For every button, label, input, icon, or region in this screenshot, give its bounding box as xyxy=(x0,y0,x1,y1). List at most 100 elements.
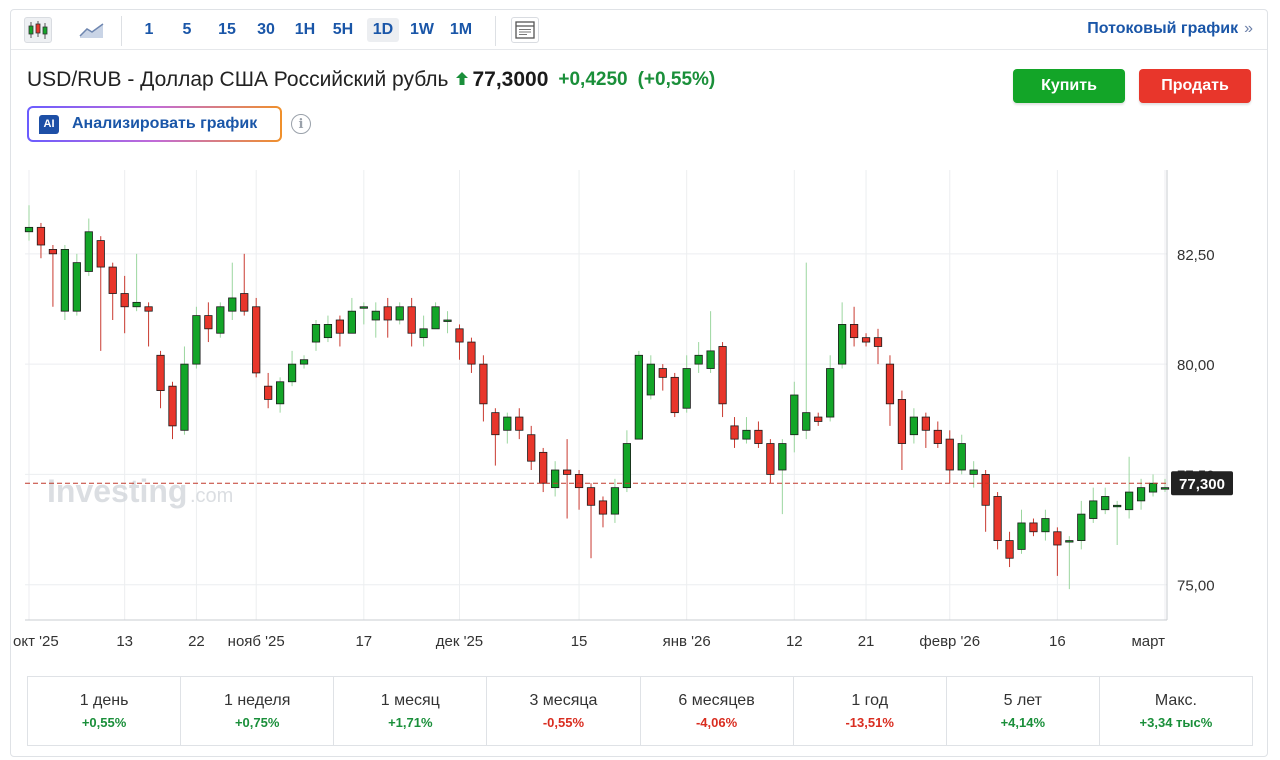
candle-body[interactable] xyxy=(120,293,129,308)
timeframe-1m[interactable]: 1M xyxy=(449,21,473,38)
candle-body[interactable] xyxy=(96,240,105,268)
performance-cell[interactable]: 3 месяца -0,55% xyxy=(487,677,641,745)
candle-body[interactable] xyxy=(682,368,691,409)
candle-body[interactable] xyxy=(718,346,727,405)
candle-body[interactable] xyxy=(264,385,273,400)
candle-body[interactable] xyxy=(586,487,596,506)
candle-body[interactable] xyxy=(969,469,978,475)
candle-body[interactable] xyxy=(634,354,643,440)
candle-body[interactable] xyxy=(527,434,536,462)
timeframe-30[interactable]: 30 xyxy=(257,21,275,38)
sell-button[interactable]: Продать xyxy=(1139,69,1251,103)
timeframe-1h[interactable]: 1H xyxy=(294,21,316,38)
candle-body[interactable] xyxy=(1113,504,1122,508)
candle-body[interactable] xyxy=(981,474,990,506)
candle-body[interactable] xyxy=(323,324,333,339)
candle-body[interactable] xyxy=(228,297,237,312)
candle-body[interactable] xyxy=(562,469,572,475)
timeframe-15[interactable]: 15 xyxy=(218,21,236,38)
candle-body[interactable] xyxy=(515,416,524,431)
candle-body[interactable] xyxy=(419,328,428,339)
candle-body[interactable] xyxy=(371,310,380,321)
candle-body[interactable] xyxy=(706,350,715,369)
candle-body[interactable] xyxy=(443,319,452,322)
candle-body[interactable] xyxy=(1041,518,1050,533)
candle-body[interactable] xyxy=(347,310,356,334)
candle-body[interactable] xyxy=(754,429,763,444)
candle-body[interactable] xyxy=(1125,491,1134,511)
candle-body[interactable] xyxy=(897,399,907,444)
candle-body[interactable] xyxy=(24,226,34,233)
layout-icon[interactable] xyxy=(511,17,539,43)
candle-body[interactable] xyxy=(216,306,225,334)
candle-body[interactable] xyxy=(108,266,117,294)
performance-cell[interactable]: 5 лет +4,14% xyxy=(947,677,1100,745)
candle-body[interactable] xyxy=(790,394,799,436)
candle-body[interactable] xyxy=(933,429,942,444)
candle-body[interactable] xyxy=(431,306,440,330)
candle-body[interactable] xyxy=(598,500,608,515)
price-chart[interactable]: Investing.com82,5080,0077,5075,0077,300о… xyxy=(11,160,1267,660)
candle-body[interactable] xyxy=(156,354,165,391)
performance-cell[interactable]: 1 день +0,55% xyxy=(28,677,182,745)
buy-button[interactable]: Купить xyxy=(1013,69,1125,103)
candle-body[interactable] xyxy=(849,324,859,339)
timeframe-1d[interactable]: 1D xyxy=(367,18,399,42)
candle-body[interactable] xyxy=(276,381,285,405)
candle-body[interactable] xyxy=(287,363,297,383)
candle-body[interactable] xyxy=(359,306,368,309)
candle-body[interactable] xyxy=(311,324,321,343)
candle-body[interactable] xyxy=(778,443,787,471)
candle-body[interactable] xyxy=(72,262,81,312)
area-chart-icon[interactable] xyxy=(78,17,106,43)
candle-body[interactable] xyxy=(814,416,823,422)
candle-body[interactable] xyxy=(610,487,620,515)
candle-body[interactable] xyxy=(144,306,153,312)
candle-body[interactable] xyxy=(1017,522,1026,550)
performance-cell[interactable]: 1 неделя +0,75% xyxy=(181,677,335,745)
candle-body[interactable] xyxy=(60,249,69,312)
candle-body[interactable] xyxy=(730,425,739,440)
analyze-chart-button[interactable]: AI Анализировать график xyxy=(27,106,282,142)
candle-body[interactable] xyxy=(204,315,213,330)
candle-body[interactable] xyxy=(921,416,930,431)
candle-body[interactable] xyxy=(909,416,918,436)
candle-body[interactable] xyxy=(192,315,201,365)
candle-body[interactable] xyxy=(1053,531,1062,546)
candle-body[interactable] xyxy=(1148,482,1158,493)
candle-body[interactable] xyxy=(873,337,883,347)
candle-body[interactable] xyxy=(658,368,667,378)
candle-body[interactable] xyxy=(252,306,261,374)
candle-body[interactable] xyxy=(467,341,476,365)
candle-body[interactable] xyxy=(861,337,871,343)
candle-body[interactable] xyxy=(885,363,895,405)
candle-body[interactable] xyxy=(802,412,811,431)
candle-body[interactable] xyxy=(1160,487,1170,490)
candle-body[interactable] xyxy=(1136,487,1146,502)
candle-body[interactable] xyxy=(132,301,141,308)
candle-body[interactable] xyxy=(479,363,488,405)
candle-body[interactable] xyxy=(84,231,93,272)
candle-body[interactable] xyxy=(957,443,966,471)
candle-body[interactable] xyxy=(395,306,404,321)
performance-cell[interactable]: 1 месяц +1,71% xyxy=(334,677,488,745)
candle-body[interactable] xyxy=(1077,513,1086,541)
candle-body[interactable] xyxy=(539,451,548,484)
candle-body[interactable] xyxy=(240,293,249,312)
candle-body[interactable] xyxy=(574,474,584,489)
candle-body[interactable] xyxy=(491,412,500,436)
timeframe-5[interactable]: 5 xyxy=(182,21,192,38)
candle-body[interactable] xyxy=(742,429,751,440)
candle-body[interactable] xyxy=(766,443,775,475)
candle-body[interactable] xyxy=(694,354,703,365)
candle-body[interactable] xyxy=(455,328,464,343)
candle-body[interactable] xyxy=(993,496,1002,541)
timeframe-1[interactable]: 1 xyxy=(144,21,154,38)
candle-body[interactable] xyxy=(1029,522,1038,533)
candle-body[interactable] xyxy=(1101,496,1110,511)
candle-body[interactable] xyxy=(1005,540,1014,559)
candle-body[interactable] xyxy=(1065,540,1074,543)
performance-cell[interactable]: Макс. +3,34 тыс% xyxy=(1100,677,1252,745)
performance-cell[interactable]: 6 месяцев -4,06% xyxy=(641,677,794,745)
candle-body[interactable] xyxy=(670,376,679,414)
